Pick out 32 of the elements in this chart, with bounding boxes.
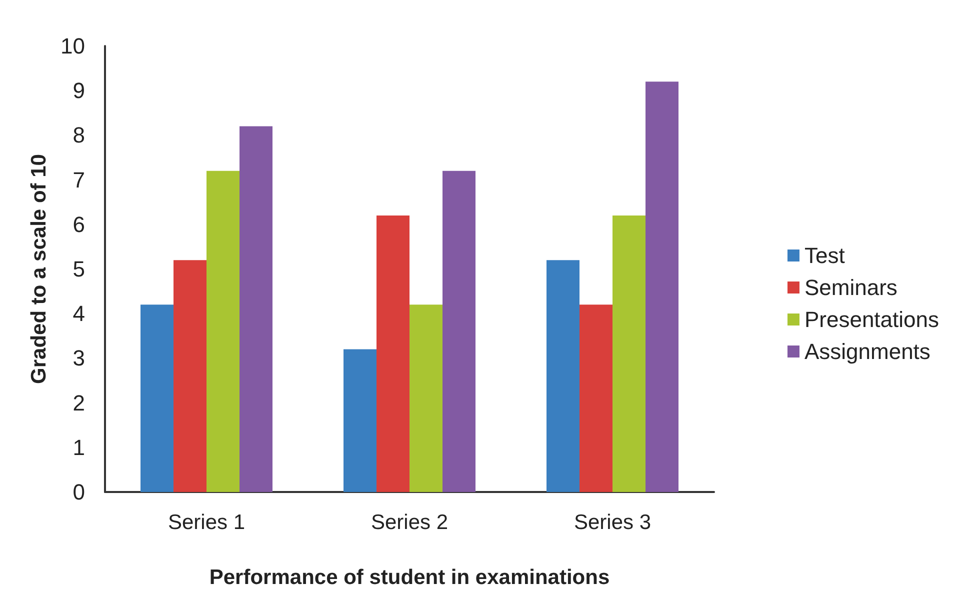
- x-tick-label: Series 2: [370, 511, 448, 534]
- y-axis-title: Graded to a scale of 10: [28, 154, 51, 384]
- bar: [174, 260, 206, 492]
- bar: [546, 260, 580, 492]
- y-tick-label: 8: [72, 122, 85, 148]
- legend-label: Presentations: [804, 307, 940, 332]
- y-tick-label: 1: [72, 434, 85, 460]
- legend-label: Test: [804, 243, 845, 268]
- x-tick-label: Series 1: [168, 511, 246, 534]
- y-tick-label: 5: [72, 256, 85, 282]
- y-tick-label: 4: [72, 301, 85, 326]
- legend-label: Seminars: [804, 275, 898, 300]
- y-tick-label: 6: [72, 212, 85, 237]
- x-axis-title: Performance of student in examinations: [209, 566, 610, 589]
- y-tick-label: 10: [60, 34, 85, 58]
- y-tick-label: 7: [72, 167, 85, 192]
- bar: [646, 82, 678, 492]
- y-tick-label: 2: [72, 390, 85, 416]
- bar: [376, 215, 410, 492]
- x-tick-label: Series 3: [574, 511, 652, 534]
- bar: [442, 170, 476, 492]
- bar: [344, 349, 376, 492]
- y-tick-label: 0: [72, 480, 85, 504]
- y-tick-label: 3: [72, 346, 85, 371]
- bar: [206, 170, 240, 492]
- bar: [612, 215, 646, 492]
- bar: [140, 304, 174, 492]
- bar: [240, 126, 272, 492]
- bar: [580, 304, 612, 492]
- y-tick-label: 9: [72, 78, 85, 104]
- legend-label: Assignments: [804, 339, 930, 364]
- bar: [410, 304, 442, 492]
